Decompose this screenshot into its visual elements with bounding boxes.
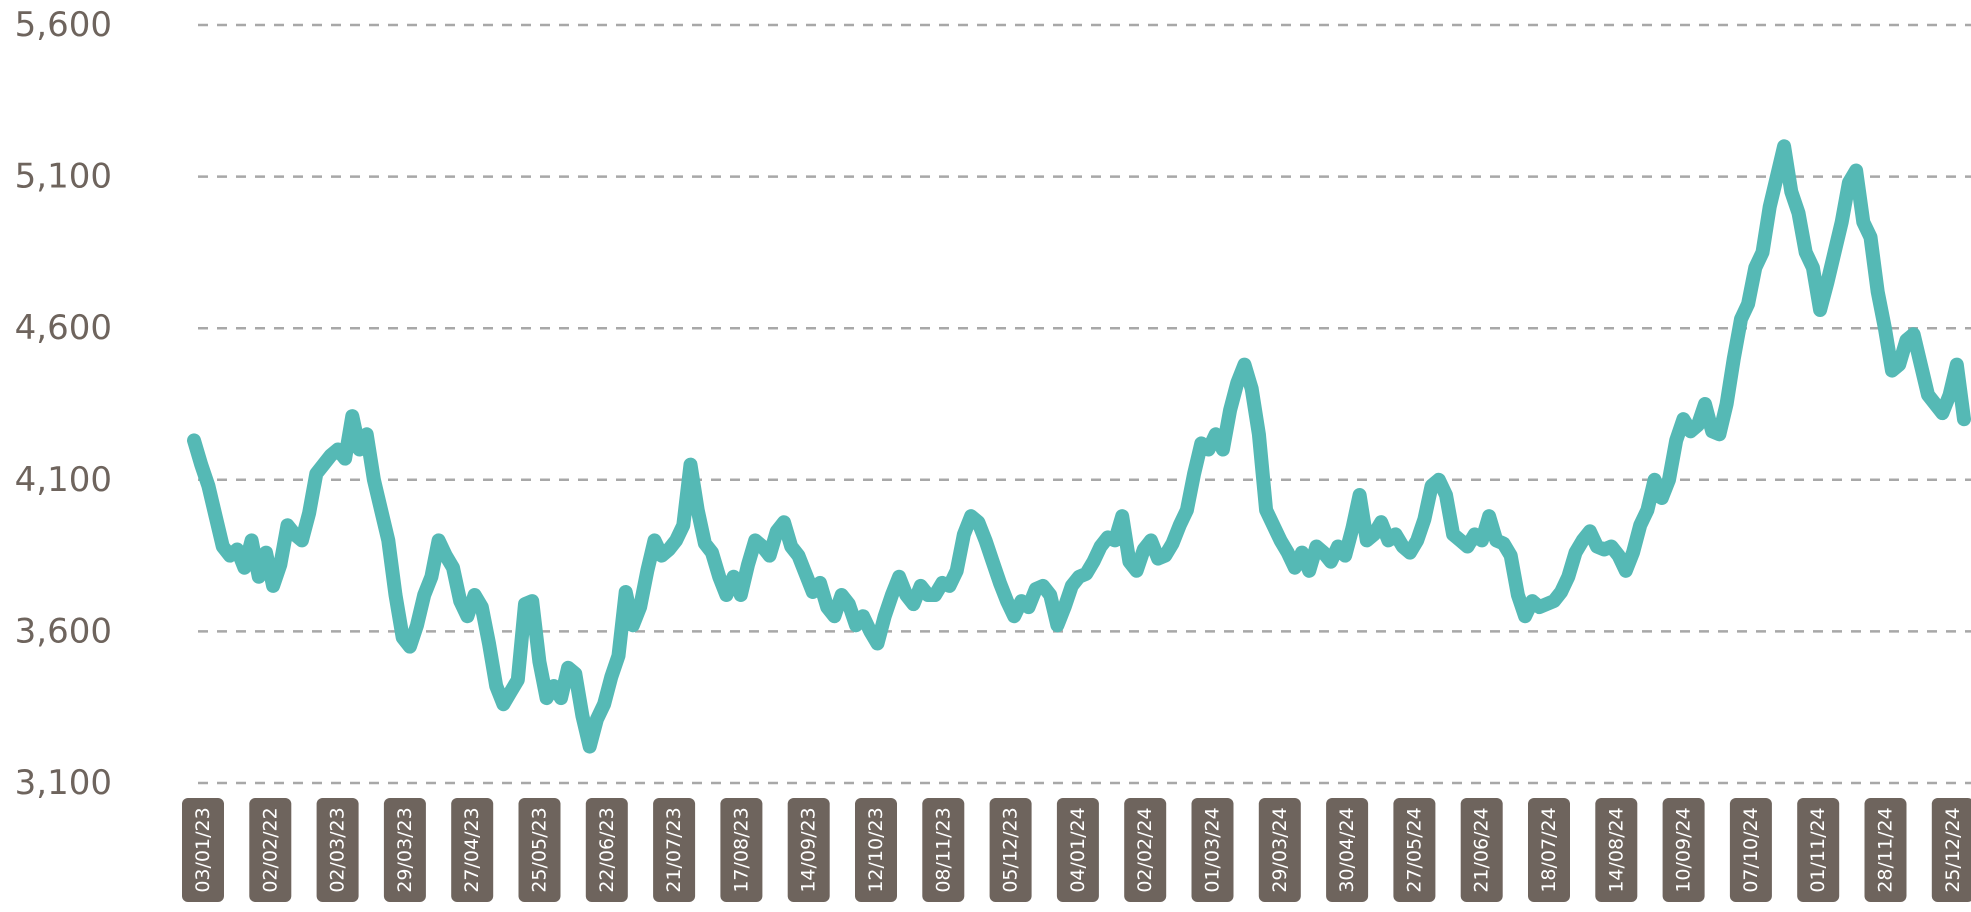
x-tick-label: 05/12/23 bbox=[1000, 807, 1022, 892]
x-tick-label: 27/05/24 bbox=[1403, 807, 1425, 892]
y-tick-label: 5,600 bbox=[15, 5, 112, 45]
x-tick-label: 02/02/24 bbox=[1134, 807, 1156, 892]
x-tick-label: 01/03/24 bbox=[1202, 807, 1224, 892]
x-tick-label: 21/07/23 bbox=[663, 807, 685, 892]
y-tick-label: 3,600 bbox=[15, 611, 112, 651]
x-tick-label: 14/08/24 bbox=[1605, 807, 1627, 892]
y-tick-label: 4,100 bbox=[15, 460, 112, 500]
x-tick-label: 04/01/24 bbox=[1067, 807, 1089, 892]
x-tick-pill bbox=[451, 798, 494, 902]
x-tick-label: 25/12/24 bbox=[1942, 807, 1964, 892]
series-line bbox=[187, 139, 1971, 754]
x-tick-pill bbox=[922, 798, 965, 902]
x-tick-label: 12/10/23 bbox=[865, 807, 887, 892]
x-tick-pill bbox=[182, 798, 224, 902]
x-tick-label: 28/11/24 bbox=[1875, 807, 1897, 892]
x-tick-pill bbox=[989, 798, 1032, 902]
x-tick-label: 27/04/23 bbox=[461, 807, 483, 892]
x-tick-label: 14/09/23 bbox=[798, 807, 820, 892]
x-tick-pill bbox=[1931, 798, 1971, 902]
x-tick-pill bbox=[249, 798, 292, 902]
x-tick-pill bbox=[653, 798, 696, 902]
x-tick-pill bbox=[1191, 798, 1234, 902]
x-tick-pill bbox=[518, 798, 561, 902]
x-tick-pill bbox=[585, 798, 628, 902]
x-tick-label: 29/03/23 bbox=[394, 807, 416, 892]
x-tick-pill bbox=[383, 798, 426, 902]
x-tick-label: 01/11/24 bbox=[1807, 807, 1829, 892]
x-tick-label: 21/06/24 bbox=[1471, 807, 1493, 892]
x-tick-label: 30/04/24 bbox=[1336, 807, 1358, 892]
x-tick-pill bbox=[1662, 798, 1705, 902]
x-tick-pill bbox=[1729, 798, 1772, 902]
series bbox=[187, 139, 1971, 754]
x-tick-label: 25/05/23 bbox=[529, 807, 551, 892]
x-tick-pill bbox=[1124, 798, 1167, 902]
x-tick-pill bbox=[1326, 798, 1369, 902]
x-tick-label: 10/09/24 bbox=[1673, 807, 1695, 892]
x-tick-pill bbox=[1393, 798, 1436, 902]
x-tick-pill bbox=[1528, 798, 1570, 902]
x-tick-pill bbox=[720, 798, 763, 902]
x-tick-label: 29/03/24 bbox=[1269, 807, 1291, 892]
y-axis: 3,100 3,600 4,100 4,600 5,100 5,600 bbox=[15, 5, 112, 803]
x-tick-pill bbox=[1797, 798, 1840, 902]
y-tick-label: 3,100 bbox=[15, 763, 112, 803]
x-tick-label: 02/02/22 bbox=[259, 807, 281, 892]
x-tick-pill bbox=[1460, 798, 1503, 902]
x-tick-label: 08/11/23 bbox=[932, 807, 954, 892]
x-tick-pill bbox=[1056, 798, 1099, 902]
x-tick-pill bbox=[1595, 798, 1638, 902]
x-tick-label: 03/01/23 bbox=[192, 807, 214, 892]
x-tick-pill bbox=[855, 798, 897, 902]
x-tick-label: 22/06/23 bbox=[596, 807, 618, 892]
y-tick-label: 4,600 bbox=[15, 308, 112, 348]
x-tick-pill bbox=[1864, 798, 1907, 902]
x-tick-pill bbox=[1258, 798, 1301, 902]
y-tick-label: 5,100 bbox=[15, 157, 112, 197]
x-tick-pill bbox=[316, 798, 359, 902]
x-tick-label: 02/03/23 bbox=[327, 807, 349, 892]
x-tick-label: 07/10/24 bbox=[1740, 807, 1762, 892]
x-axis: 03/01/23 02/02/22 02/03/23 29/03/23 27/04/23… bbox=[182, 798, 1971, 902]
x-tick-label: 18/07/24 bbox=[1538, 807, 1560, 892]
x-tick-label: 17/08/23 bbox=[730, 807, 752, 892]
x-tick-pill bbox=[787, 798, 830, 902]
